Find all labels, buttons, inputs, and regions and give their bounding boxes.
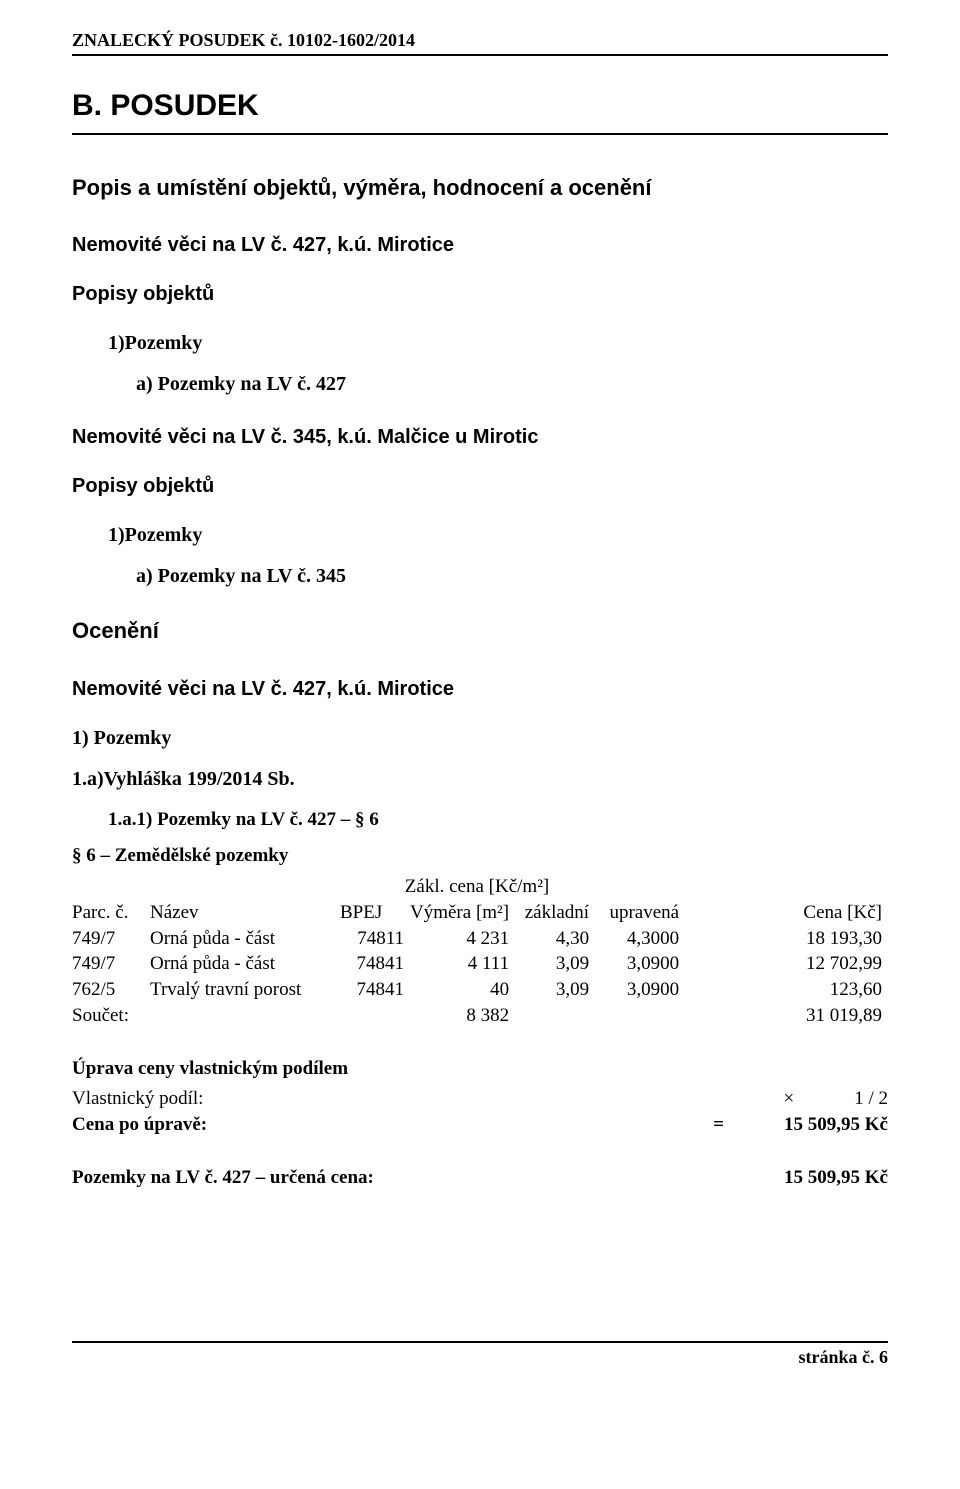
oceneni-s6-label: § 6 – Zemědělské pozemky [72,843,888,869]
sum-cena: 31 019,89 [685,1003,888,1029]
final-row: Pozemky na LV č. 427 – určená cena: 15 5… [72,1165,888,1191]
share-label: Vlastnický podíl: [72,1086,203,1112]
cell-upr: 3,0900 [595,951,685,977]
lv345-pozemky-line1: 1)Pozemky [108,522,888,549]
cell-cena: 123,60 [685,977,888,1003]
cell-bpej: 74841 [340,977,410,1003]
share-row: Vlastnický podíl: × 1 / 2 [72,1086,888,1112]
page-number: stránka č. 6 [799,1345,889,1369]
cell-parc: 749/7 [72,926,150,952]
cell-zak: 3,09 [515,977,595,1003]
cell-zak: 3,09 [515,951,595,977]
adjust-heading: Úprava ceny vlastnickým podílem [72,1056,888,1082]
share-value: 1 / 2 [854,1086,888,1112]
cell-upr: 3,0900 [595,977,685,1003]
hdr-name: Název [150,900,340,926]
table-row: 749/7Orná půda - část748114 2314,304,300… [72,926,888,952]
cell-name: Trvalý travní porost [150,977,340,1003]
oceneni-label: Ocenění [72,616,888,646]
lv427-pozemky-line2: a) Pozemky na LV č. 427 [136,371,888,398]
document-header: ZNALECKÝ POSUDEK č. 10102-1602/2014 [72,28,888,56]
cell-vym: 4 111 [410,951,515,977]
cell-bpej: 74841 [340,951,410,977]
lv427-popisy-label: Popisy objektů [72,281,888,308]
oceneni-vyhl-label: 1.a)Vyhláška 199/2014 Sb. [72,766,888,793]
share-symbol: × [784,1086,795,1112]
cell-vym: 40 [410,977,515,1003]
sum-empty2 [340,1003,410,1029]
hdr-vym: Výměra [m²] [410,900,515,926]
table-header-top: Zákl. cena [Kč/m²] [72,874,888,900]
section-b-title: B. POSUDEK [72,86,888,135]
cell-cena: 18 193,30 [685,926,888,952]
sum-vym: 8 382 [410,1003,515,1029]
sum-empty4 [595,1003,685,1029]
cell-upr: 4,3000 [595,926,685,952]
result-label: Cena po úpravě: [72,1112,207,1138]
hdr-zakladni: základní [515,900,595,926]
sum-empty1 [150,1003,340,1029]
sum-empty3 [515,1003,595,1029]
cell-name: Orná půda - část [150,951,340,977]
cell-bpej: 74811 [340,926,410,952]
cell-cena: 12 702,99 [685,951,888,977]
hdr-cena: Cena [Kč] [685,900,888,926]
hdr-upravena: upravená [595,900,685,926]
result-value: 15 509,95 Kč [784,1112,888,1138]
lv427-heading: Nemovité věci na LV č. 427, k.ú. Mirotic… [72,232,888,259]
table-header: Parc. č.NázevBPEJVýměra [m²]základníupra… [72,900,888,926]
lv345-heading: Nemovité věci na LV č. 345, k.ú. Malčice… [72,424,888,451]
table-row: 749/7Orná půda - část748414 1113,093,090… [72,951,888,977]
cell-zak: 4,30 [515,926,595,952]
oceneni-lv427-heading: Nemovité věci na LV č. 427, k.ú. Mirotic… [72,676,888,703]
sum-label: Součet: [72,1003,150,1029]
page-footer: stránka č. 6 [72,1341,888,1369]
final-value: 15 509,95 Kč [784,1165,888,1191]
hdr-zakl-cena: Zákl. cena [Kč/m²] [72,874,888,900]
section-b-subtitle: Popis a umístění objektů, výměra, hodnoc… [72,173,888,203]
hdr-parc: Parc. č. [72,900,150,926]
oceneni-sub-label: 1.a.1) Pozemky na LV č. 427 – § 6 [108,807,888,833]
cell-parc: 762/5 [72,977,150,1003]
final-label: Pozemky na LV č. 427 – určená cena: [72,1165,374,1191]
lv345-pozemky-line2: a) Pozemky na LV č. 345 [136,563,888,590]
result-row: Cena po úpravě: = 15 509,95 Kč [72,1112,888,1138]
oceneni-pozemky-label: 1) Pozemky [72,725,888,752]
lv345-popisy-label: Popisy objektů [72,473,888,500]
table-sum-row: Součet: 8 382 31 019,89 [72,1003,888,1029]
table-row: 762/5Trvalý travní porost74841403,093,09… [72,977,888,1003]
result-symbol: = [713,1112,724,1138]
hdr-bpej: BPEJ [340,900,410,926]
pozemky-table: Zákl. cena [Kč/m²]Parc. č.NázevBPEJVýměr… [72,874,888,1028]
cell-name: Orná půda - část [150,926,340,952]
cell-vym: 4 231 [410,926,515,952]
cell-parc: 749/7 [72,951,150,977]
lv427-pozemky-line1: 1)Pozemky [108,330,888,357]
